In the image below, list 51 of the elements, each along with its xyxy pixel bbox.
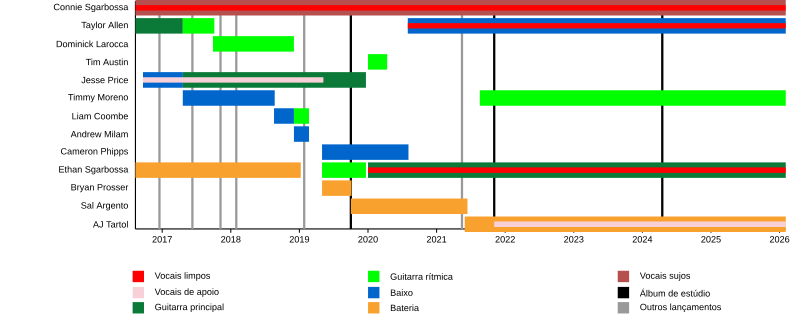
legend-label: Vocais limpos [154,272,210,281]
bar [135,5,786,10]
y-tick-label: Ethan Sgarbossa [59,166,128,174]
legend-label: Baixo [390,289,413,296]
x-tick-label: 2024 [632,236,652,242]
bar [182,90,275,106]
y-tick-label: Tim Austin [86,58,128,66]
legend-label: Outros lançamentos [640,303,722,312]
bar [274,108,294,124]
x-tick-label: 2025 [701,236,721,242]
x-tick-label: 2019 [290,236,310,242]
y-tick-label: Taylor Allen [81,21,128,30]
legend-label: Vocais sujos [640,272,690,281]
bar [294,108,309,124]
x-tick-label: 2018 [221,236,241,242]
legend-label: Vocais de apoio [154,288,219,297]
bar [212,36,294,52]
bar [322,180,352,196]
x-tick-label: 2017 [152,236,172,242]
y-tick-label: Timmy Moreno [68,94,128,102]
x-tick-label: 2021 [426,236,446,242]
bar [294,126,309,142]
x-tick-label: 2023 [564,236,584,242]
bar [143,77,324,83]
y-tick-label: Jesse Price [81,76,128,84]
x-tick-label: 2022 [496,236,515,242]
bar [480,90,786,106]
bar [322,162,366,178]
bar [408,23,786,28]
x-tick-label: 2026 [770,236,790,242]
legend-label: Bateria [390,304,419,312]
legend-label: Guitarra rítmica [390,272,453,280]
bar [135,18,183,34]
legend-label: Guitarra principal [155,303,224,312]
bar [350,198,468,214]
legend-label: Álbum de estúdio [640,288,710,296]
y-tick-label: Connie Sgarbossa [54,3,128,12]
bar [368,167,786,173]
x-tick-label: 2020 [358,236,378,242]
bar [322,144,408,160]
y-tick-label: AJ Tartol [92,220,128,228]
bar [494,221,786,227]
bar [368,54,388,70]
y-tick-label: Cameron Phipps [60,148,128,156]
y-tick-label: Bryan Prosser [71,184,128,192]
bar [182,18,214,34]
y-tick-label: Sal Argento [81,202,128,210]
y-tick-label: Andrew Milam [70,130,128,138]
bar [135,162,301,178]
y-tick-label: Dominick Larocca [56,40,128,48]
y-tick-label: Liam Coombe [72,112,128,120]
